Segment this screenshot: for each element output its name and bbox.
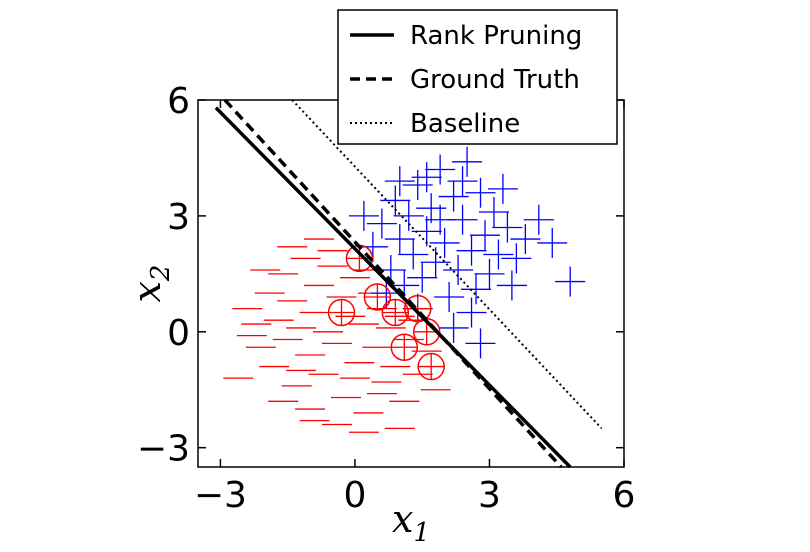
legend-box xyxy=(337,9,618,145)
positive-point xyxy=(443,254,474,285)
y-tick-label: −3 xyxy=(137,429,190,470)
y-tick-label: 6 xyxy=(167,81,190,122)
line-solid xyxy=(214,106,572,469)
positive-point xyxy=(478,197,509,228)
positive-point xyxy=(492,212,523,243)
positive-point xyxy=(384,166,415,197)
line-dotted xyxy=(291,99,603,430)
negative-points xyxy=(223,238,451,433)
positive-point xyxy=(452,146,483,177)
positive-point xyxy=(429,227,460,258)
positive-point xyxy=(425,204,456,235)
y-tick-label: 0 xyxy=(167,313,190,354)
legend-label: Baseline xyxy=(410,109,520,139)
y-axis-label: x2 xyxy=(125,265,176,303)
positive-point xyxy=(398,239,429,270)
legend-label: Ground Truth xyxy=(410,65,580,95)
positive-point xyxy=(420,247,451,278)
positive-point xyxy=(384,224,415,255)
y-axis-label-sub: 2 xyxy=(146,265,176,283)
positive-point xyxy=(393,200,424,231)
x-axis-label-base: x xyxy=(392,497,413,541)
positive-point xyxy=(416,193,447,224)
x-tick-label: −3 xyxy=(194,475,247,516)
positive-point xyxy=(510,224,541,255)
circled-point xyxy=(381,298,410,327)
circled-point xyxy=(390,333,419,361)
y-axis-label-base: x xyxy=(125,281,169,302)
positive-points xyxy=(348,146,586,359)
positive-point xyxy=(523,204,554,235)
x-tick-label: 0 xyxy=(343,475,366,516)
positive-point xyxy=(483,239,514,270)
y-tick-label: 3 xyxy=(167,197,190,238)
circled-point xyxy=(327,298,356,327)
circled-point xyxy=(363,283,392,311)
x-tick-label: 3 xyxy=(478,475,501,516)
positive-point xyxy=(402,169,433,200)
positive-point xyxy=(469,220,500,251)
circled-point xyxy=(403,294,432,323)
circled-point xyxy=(417,352,445,381)
positive-point xyxy=(425,154,456,185)
positive-point xyxy=(474,258,505,289)
positive-point xyxy=(434,282,465,313)
positive-point xyxy=(447,166,478,197)
decision-lines xyxy=(214,98,603,469)
positive-point xyxy=(487,173,518,204)
positive-point xyxy=(380,185,411,216)
line-dashed xyxy=(223,98,563,469)
legend: Rank Pruning Ground Truth Baseline xyxy=(337,9,618,145)
positive-point xyxy=(537,227,568,258)
x-axis-label-sub: 1 xyxy=(413,518,430,548)
legend-label: Rank Pruning xyxy=(410,21,582,51)
positive-point xyxy=(438,312,469,343)
positive-point xyxy=(555,266,586,297)
positive-point xyxy=(501,243,532,274)
axis-ticks: −3 0 3 6 −3 0 3 6 xyxy=(137,81,636,516)
x-axis-label: x1 xyxy=(392,497,430,548)
positive-point xyxy=(461,274,492,305)
positive-point xyxy=(496,270,527,301)
x-tick-label: 6 xyxy=(613,475,636,516)
positive-point xyxy=(348,200,379,231)
positive-point xyxy=(438,181,469,212)
positive-point xyxy=(456,297,487,328)
positive-point xyxy=(456,235,487,266)
positive-point xyxy=(465,328,496,359)
positive-point xyxy=(465,177,496,208)
positive-point xyxy=(407,262,438,293)
positive-point xyxy=(411,162,442,193)
positive-point xyxy=(366,208,397,239)
